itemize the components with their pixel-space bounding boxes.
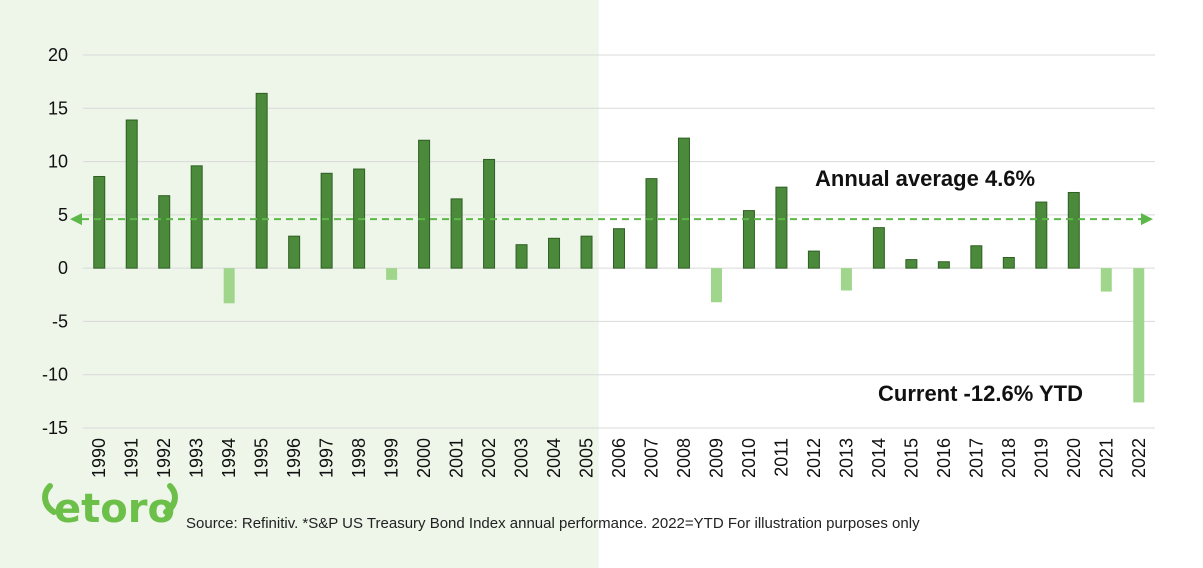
y-tick-label: -5	[52, 311, 68, 331]
x-tick-label: 2008	[674, 438, 694, 478]
x-tick-label: 2007	[641, 438, 661, 478]
average-right-arrow	[1141, 213, 1153, 226]
y-tick-label: -15	[42, 418, 68, 438]
x-tick-label: 1996	[284, 438, 304, 478]
bar-2013	[840, 268, 852, 291]
bar-1996	[288, 235, 301, 269]
x-tick-label: 2002	[479, 438, 499, 478]
bar-2002	[483, 158, 496, 269]
x-tick-label: 1995	[252, 438, 272, 478]
bar-1997	[320, 172, 333, 269]
bar-2009	[710, 268, 722, 303]
bar-1993	[190, 165, 203, 269]
x-tick-label: 1991	[122, 438, 142, 478]
x-tick-label: 2001	[447, 438, 467, 478]
bar-1991	[125, 119, 138, 269]
bar-2011	[775, 186, 788, 269]
x-tick-label: 1999	[382, 438, 402, 478]
bar-2020	[1067, 191, 1080, 269]
x-tick-label: 2022	[1129, 438, 1149, 478]
y-axis-tick-labels: 20 15 10 5 0 -5 -10 -15	[42, 45, 68, 438]
y-tick-label: 0	[58, 258, 68, 278]
bar-1992	[158, 195, 171, 269]
x-tick-label: 2015	[901, 438, 921, 478]
y-tick-label: 20	[48, 45, 68, 65]
average-left-arrow	[70, 213, 82, 226]
bar-2014	[872, 227, 885, 269]
logo-text: etoro	[54, 486, 175, 532]
bar-1999	[386, 268, 398, 280]
bar-2004	[548, 237, 561, 269]
y-tick-label: 5	[58, 205, 68, 225]
average-annotation: Annual average 4.6%	[815, 166, 1035, 191]
x-tick-label: 1997	[317, 438, 337, 478]
average-line	[70, 213, 1153, 226]
x-tick-label: 1998	[349, 438, 369, 478]
x-tick-label: 2006	[609, 438, 629, 478]
x-tick-label: 2017	[966, 438, 986, 478]
bar-2016	[937, 261, 950, 269]
bar-1990	[93, 175, 106, 269]
x-tick-label: 2018	[999, 438, 1019, 478]
x-tick-label: 2000	[414, 438, 434, 478]
bar-2008	[677, 137, 690, 269]
bar-1995	[255, 92, 268, 269]
bar-2019	[1035, 201, 1048, 269]
x-tick-label: 1994	[219, 438, 239, 478]
x-tick-label: 1990	[89, 438, 109, 478]
bar-2012	[807, 250, 820, 269]
x-tick-label: 2009	[706, 438, 726, 478]
x-axis-tick-labels: 1990 1991 1992 1993 1994 1995 1996 1997 1998 1999…	[89, 438, 1149, 478]
bar-2010	[742, 210, 755, 269]
bar-2022	[1133, 268, 1145, 403]
x-tick-label: 2003	[512, 438, 532, 478]
bar-2018	[1002, 256, 1015, 269]
bar-2003	[515, 244, 528, 269]
y-tick-label: 15	[48, 98, 68, 118]
bar-2001	[450, 198, 463, 269]
bar-2006	[613, 228, 625, 269]
bar-2005	[580, 235, 593, 269]
x-tick-label: 2010	[739, 438, 759, 478]
x-tick-label: 2020	[1064, 438, 1084, 478]
bar-2015	[905, 259, 918, 269]
y-tick-label: 10	[48, 152, 68, 172]
x-tick-label: 2016	[934, 438, 954, 478]
bar-2000	[418, 139, 431, 269]
bar-1994	[223, 268, 235, 304]
current-annotation: Current -12.6% YTD	[878, 381, 1083, 406]
x-tick-label: 2005	[577, 438, 597, 478]
x-tick-label: 2013	[836, 438, 856, 478]
bar-2007	[645, 178, 658, 269]
bar-2017	[970, 245, 983, 269]
x-tick-label: 1993	[187, 438, 207, 478]
etoro-logo: etoro	[42, 483, 178, 532]
bars	[93, 92, 1145, 403]
source-note: Source: Refinitiv. *S&P US Treasury Bond…	[186, 515, 920, 532]
x-tick-label: 2021	[1096, 438, 1116, 478]
x-tick-label: 2011	[771, 438, 791, 477]
x-tick-label: 2014	[869, 438, 889, 478]
x-tick-label: 1992	[154, 438, 174, 478]
x-tick-label: 2012	[804, 438, 824, 478]
y-tick-label: -10	[42, 365, 68, 385]
x-tick-label: 2019	[1031, 438, 1051, 478]
bar-2021	[1100, 268, 1112, 292]
highlight-region-1990-2005	[0, 0, 599, 568]
x-tick-label: 2004	[544, 438, 564, 478]
